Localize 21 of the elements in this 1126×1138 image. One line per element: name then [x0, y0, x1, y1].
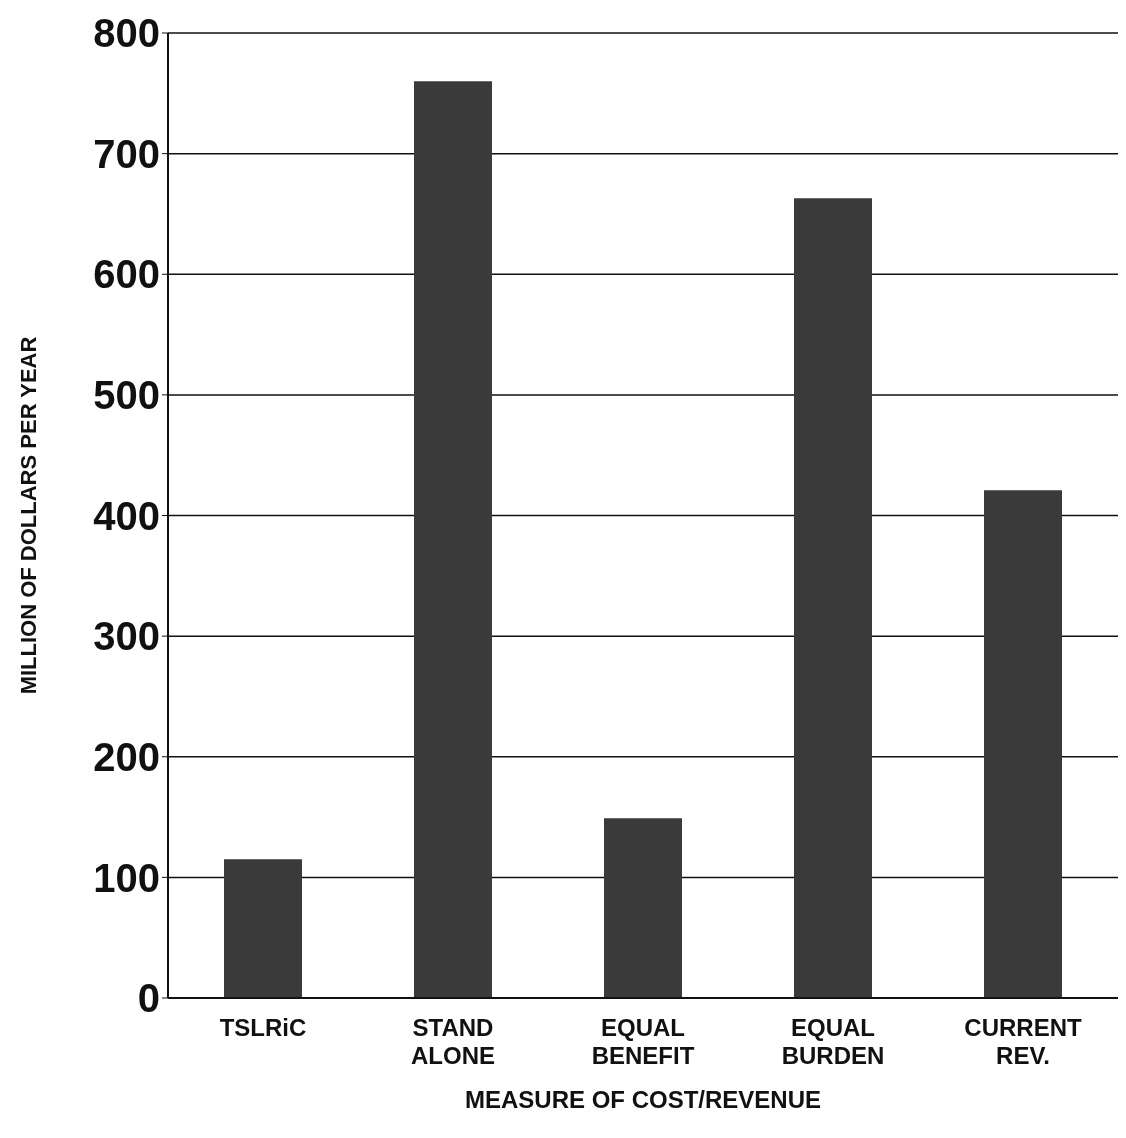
- y-tick-label: 100: [93, 855, 160, 900]
- x-tick-label: TSLRiC: [219, 1014, 307, 1041]
- y-tick-label: 300: [93, 614, 160, 659]
- bar: [604, 818, 682, 998]
- y-tick-label: 0: [137, 976, 160, 1021]
- y-tick-label: 400: [93, 493, 160, 538]
- x-tick-label: CURRENT REV.: [964, 1014, 1082, 1069]
- y-tick-label: 600: [93, 252, 160, 297]
- y-tick-label: 800: [93, 11, 160, 56]
- x-tick-label: STAND ALONE: [411, 1014, 495, 1069]
- y-tick-label: 200: [93, 734, 160, 779]
- y-axis-title: MILLION OF DOLLARS PER YEAR: [15, 336, 41, 695]
- y-tick-label: 500: [93, 373, 160, 418]
- x-tick-label: EQUAL BENEFIT: [591, 1014, 695, 1069]
- y-tick-label: 700: [93, 131, 160, 176]
- bar: [414, 81, 492, 998]
- bar: [224, 859, 302, 998]
- bar: [794, 198, 872, 998]
- x-axis-title: MEASURE OF COST/REVENUE: [464, 1086, 822, 1113]
- bar: [984, 490, 1062, 998]
- x-tick-label: EQUAL BURDEN: [781, 1014, 885, 1069]
